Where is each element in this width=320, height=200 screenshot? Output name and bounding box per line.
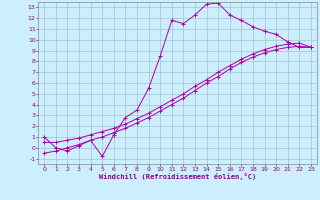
X-axis label: Windchill (Refroidissement éolien,°C): Windchill (Refroidissement éolien,°C)	[99, 173, 256, 180]
